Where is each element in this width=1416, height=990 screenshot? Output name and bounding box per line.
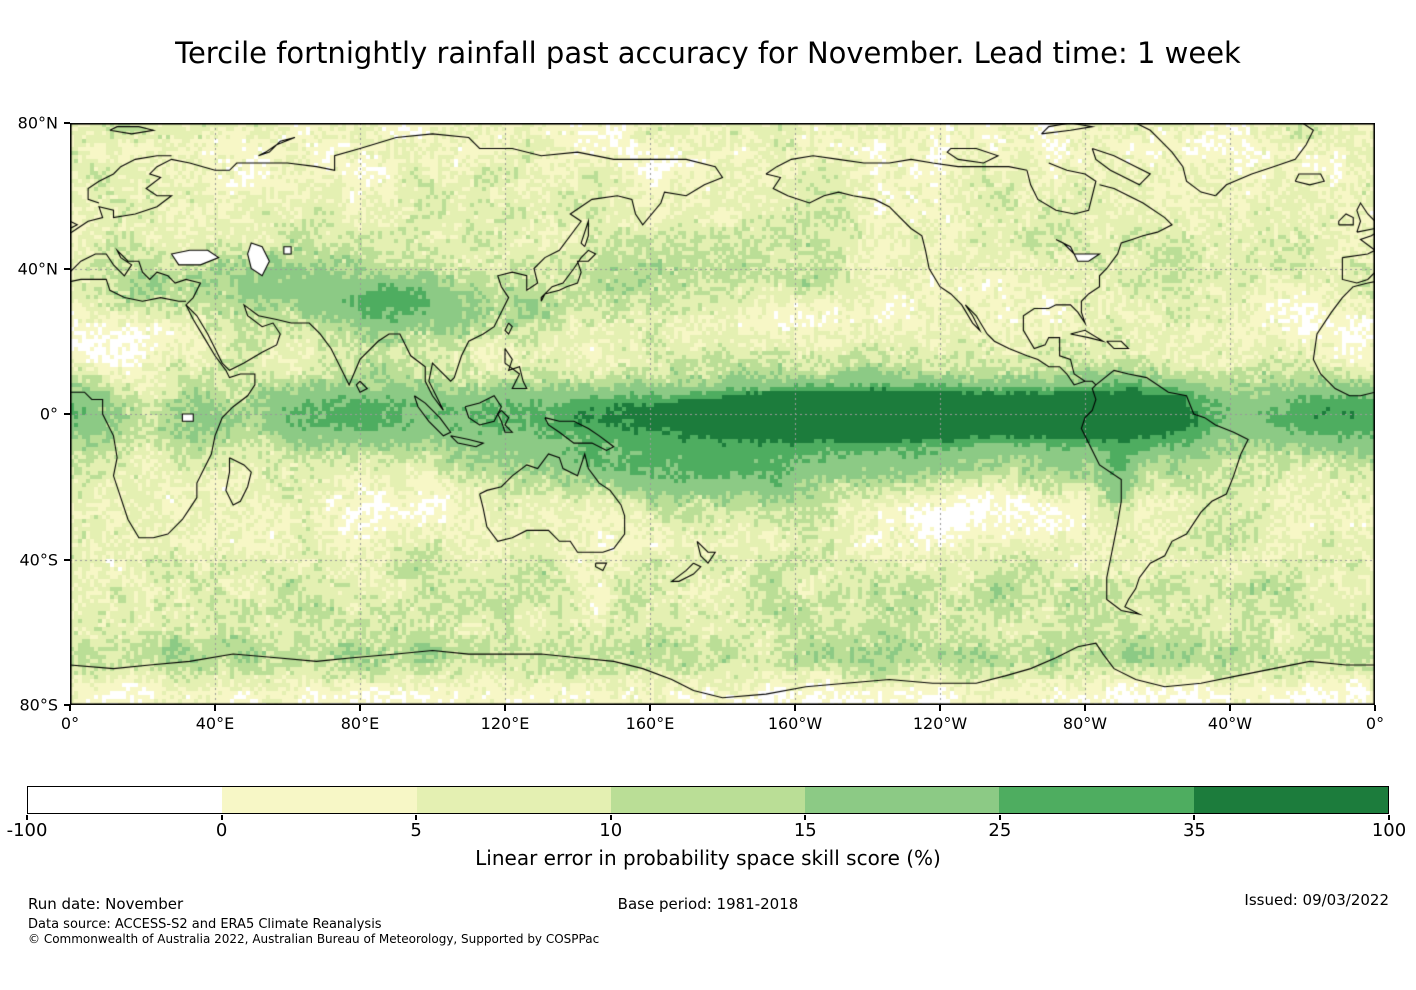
colorbar-tick-mark	[998, 815, 1001, 820]
y-tick-label: 0°	[39, 404, 58, 424]
colorbar-segment	[222, 787, 417, 813]
colorbar-tick-mark	[220, 815, 223, 820]
x-tick-mark	[939, 705, 941, 711]
x-tick-label: 40°W	[1207, 714, 1253, 733]
copyright-text: © Commonwealth of Australia 2022, Austra…	[28, 932, 600, 946]
x-tick-label: 160°E	[625, 714, 675, 733]
colorbar-tick-label: 15	[793, 820, 817, 841]
colorbar-segment	[610, 787, 806, 813]
y-tick-label: 40°N	[17, 259, 58, 278]
x-tick-mark	[69, 705, 71, 711]
y-axis-ticks: 80°N 40°N 0° 40°S 80°S	[0, 114, 70, 715]
colorbar-segment	[416, 787, 611, 813]
y-tick-mark	[64, 558, 70, 561]
x-tick-label: 160°W	[767, 714, 823, 733]
colorbar-tick-mark	[609, 815, 612, 820]
colorbar-segment	[999, 787, 1194, 813]
x-tick-label: 120°W	[912, 714, 968, 733]
colorbar-tick-label: 0	[215, 820, 228, 841]
x-tick-mark	[1084, 705, 1086, 711]
colorbar-tick-mark	[1388, 815, 1390, 820]
x-tick-mark	[648, 705, 651, 711]
data-source-text: Data source: ACCESS-S2 and ERA5 Climate …	[28, 917, 382, 932]
y-tick-mark	[64, 122, 70, 124]
colorbar-segment	[28, 787, 223, 813]
colorbar-segment	[1193, 787, 1388, 813]
colorbar-tick-label: 25	[988, 820, 1012, 841]
y-tick-label: 80°S	[19, 695, 58, 715]
colorbar-tick-mark	[1193, 815, 1196, 820]
y-tick-mark	[64, 704, 70, 706]
colorbar-tick-label: 35	[1182, 820, 1206, 841]
x-tick-mark	[213, 705, 216, 711]
colorbar-tick-label: -100	[6, 820, 48, 841]
y-tick-label: 80°N	[17, 113, 58, 133]
issued-text: Issued: 09/03/2022	[1244, 891, 1389, 909]
x-tick-label: 0°	[60, 714, 80, 733]
colorbar-tick-label: 10	[599, 820, 623, 841]
world-map-canvas	[70, 123, 1375, 705]
colorbar-bar	[27, 786, 1389, 814]
colorbar-ticks: -100 0 5 10 15 25 35 100	[7, 815, 1406, 847]
x-tick-mark	[358, 705, 361, 711]
x-tick-label: 80°E	[340, 714, 380, 733]
colorbar-tick-label: 5	[410, 820, 422, 841]
x-tick-label: 80°W	[1062, 714, 1108, 733]
y-tick-label: 40°S	[19, 550, 58, 569]
x-tick-mark	[1374, 705, 1376, 711]
colorbar-tick-label: 100	[1371, 820, 1407, 841]
x-axis-ticks: 0° 40°E 80°E 120°E 160°E 160°W 120°W 80°W 40°W 0°	[61, 705, 1384, 747]
y-tick-mark	[64, 413, 70, 415]
figure-title: Tercile fortnightly rainfall past accura…	[175, 36, 1241, 70]
colorbar-segment	[805, 787, 1000, 813]
x-tick-label: 0°	[1365, 714, 1385, 733]
colorbar-tick-mark	[26, 815, 28, 820]
x-tick-mark	[1228, 705, 1231, 711]
x-tick-mark	[504, 705, 506, 711]
map-plot	[70, 123, 1375, 705]
y-tick-mark	[64, 267, 70, 270]
colorbar-label: Linear error in probability space skill …	[475, 846, 941, 870]
x-tick-label: 120°E	[480, 714, 530, 733]
colorbar-tick-mark	[804, 815, 807, 820]
run-date-text: Run date: November	[28, 895, 184, 913]
base-period-text: Base period: 1981-2018	[617, 895, 799, 913]
x-tick-mark	[794, 705, 796, 711]
colorbar-tick-mark	[415, 815, 418, 820]
x-tick-label: 40°E	[195, 714, 235, 733]
